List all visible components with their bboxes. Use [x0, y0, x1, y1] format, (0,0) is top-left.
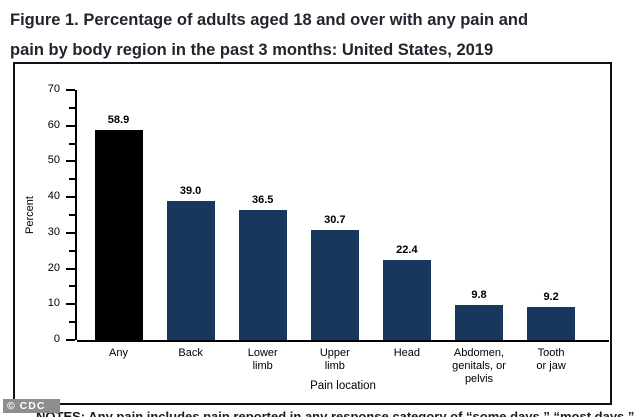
y-tick [66, 231, 75, 234]
cdc-watermark: © CDC [3, 399, 60, 413]
category-label: Upper limb [319, 347, 350, 372]
figure-title-line1: Figure 1. Percentage of adults aged 18 a… [10, 11, 529, 29]
y-tick [66, 303, 75, 306]
bar-value-label: 39.0 [179, 184, 202, 197]
y-minor-tick [69, 249, 75, 252]
category-label: Head [393, 347, 421, 359]
y-tick-label: 30 [47, 225, 60, 238]
category-label: Back [178, 347, 203, 359]
bar-value-label: 36.5 [251, 193, 274, 206]
y-tick-label: 0 [53, 333, 60, 345]
figure-title: Figure 1. Percentage of adults aged 18 a… [10, 5, 624, 65]
y-tick-label: 40 [47, 190, 60, 203]
y-tick [66, 339, 75, 341]
bar [166, 200, 215, 340]
y-minor-tick [69, 106, 75, 109]
y-tick [66, 267, 75, 270]
y-minor-tick [69, 142, 75, 145]
bar-value-label: 9.2 [543, 291, 559, 304]
figure-title-line2: pain by body region in the past 3 months… [10, 41, 494, 59]
chart-area: Percent 0 10 20 30 40 50 60 70 58.9 Any 39.0 Back 36… [13, 62, 612, 405]
category-label: Tooth or jaw [536, 347, 566, 372]
y-tick-label: 20 [47, 261, 60, 274]
y-tick-label: 10 [47, 297, 60, 310]
notes-text-clipped: NOTES: Any pain includes pain reported i… [36, 409, 634, 417]
bar-value-label: 9.8 [471, 289, 487, 301]
y-minor-tick [69, 214, 75, 216]
bar-value-label: 58.9 [107, 113, 130, 126]
y-tick-label: 60 [47, 118, 60, 131]
bar [455, 305, 503, 340]
x-axis-title: Pain location [310, 380, 376, 392]
y-tick [66, 160, 75, 163]
category-label: Abdomen, genitals, or pelvis [452, 347, 506, 385]
y-axis-line [75, 90, 77, 340]
bar [382, 260, 431, 340]
category-label: Any [109, 347, 128, 359]
bar [527, 307, 576, 340]
category-label: Lower limb [247, 347, 278, 372]
bar-value-label: 30.7 [324, 214, 346, 227]
y-tick [66, 89, 75, 91]
x-axis-line [77, 340, 609, 342]
bar [94, 129, 143, 340]
y-tick-label: 70 [47, 83, 60, 95]
bar [310, 230, 359, 340]
y-minor-tick [69, 321, 75, 324]
y-tick-label: 50 [47, 154, 60, 167]
y-tick [66, 124, 75, 127]
y-tick [66, 196, 75, 199]
bar [238, 209, 287, 340]
y-minor-tick [69, 285, 75, 288]
y-minor-tick [69, 178, 75, 181]
bar-value-label: 22.4 [396, 244, 418, 256]
